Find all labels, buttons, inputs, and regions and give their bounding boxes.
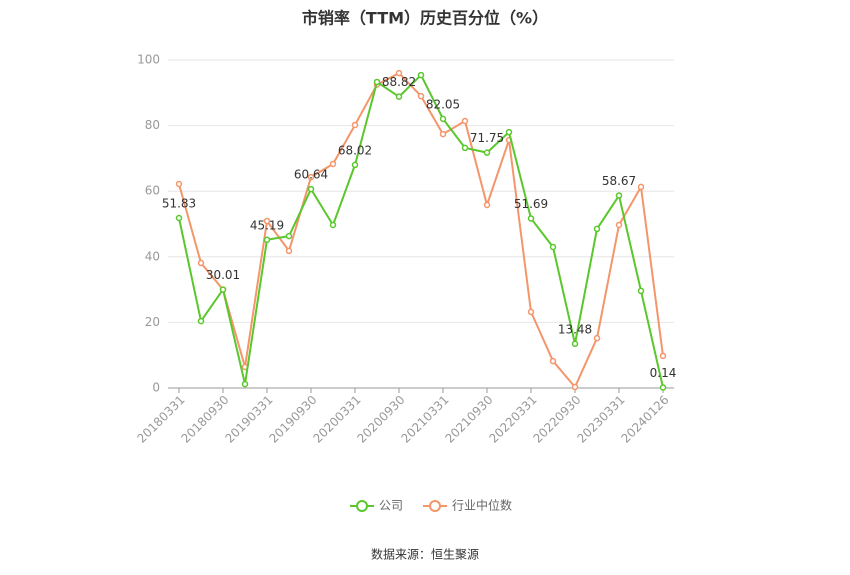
point xyxy=(219,286,227,293)
point xyxy=(307,173,315,181)
point xyxy=(505,128,513,136)
data-label: 88.82 xyxy=(382,75,416,89)
data-label: 0.14 xyxy=(650,366,677,380)
data-label: 13.48 xyxy=(558,322,592,336)
legend-marker xyxy=(429,500,442,512)
point xyxy=(263,217,271,225)
point xyxy=(395,69,403,77)
point xyxy=(263,236,271,244)
point xyxy=(307,185,315,193)
point xyxy=(285,247,293,255)
legend-label: 行业中位数 xyxy=(452,498,512,513)
point xyxy=(615,221,623,229)
point xyxy=(527,215,535,222)
y-tick-label: 100 xyxy=(137,53,160,67)
point xyxy=(351,121,359,129)
point xyxy=(417,71,425,79)
point xyxy=(483,149,491,156)
data-label: 51.83 xyxy=(162,196,196,210)
legend-label: 公司 xyxy=(379,499,403,513)
data-label: 58.67 xyxy=(602,174,636,188)
point xyxy=(439,130,447,138)
data-label: 68.02 xyxy=(338,143,372,157)
point xyxy=(461,117,469,125)
point xyxy=(373,78,381,86)
point xyxy=(175,180,183,188)
point xyxy=(197,317,205,325)
point xyxy=(395,93,403,100)
point xyxy=(329,160,337,168)
point xyxy=(593,334,601,342)
point xyxy=(637,183,645,191)
point xyxy=(285,232,293,240)
point xyxy=(571,340,579,348)
point xyxy=(439,115,447,123)
point xyxy=(483,201,491,209)
point xyxy=(329,221,337,229)
data-label: 71.75 xyxy=(470,131,504,145)
data-label: 51.69 xyxy=(514,197,548,211)
point xyxy=(461,144,469,152)
x-tick-label: 20240126 xyxy=(619,393,672,446)
y-tick-label: 20 xyxy=(145,315,160,329)
point xyxy=(527,308,535,316)
y-tick-label: 40 xyxy=(145,249,160,263)
data-label: 45.19 xyxy=(250,218,284,232)
point xyxy=(615,192,623,199)
data-label: 82.05 xyxy=(426,97,460,111)
chart-title: 市销率（TTM）历史百分位（%） xyxy=(302,9,548,28)
y-tick-label: 0 xyxy=(152,381,160,395)
data-label: 30.01 xyxy=(206,268,240,282)
point xyxy=(659,384,667,391)
source: 数据来源：恒生聚源 xyxy=(371,547,479,562)
point xyxy=(417,92,425,100)
point xyxy=(659,352,667,360)
point xyxy=(549,243,557,251)
point xyxy=(175,214,183,222)
point xyxy=(351,161,359,169)
y-tick-label: 60 xyxy=(145,184,160,198)
point xyxy=(549,357,557,365)
point xyxy=(637,287,645,295)
legend-marker xyxy=(356,500,368,512)
point xyxy=(241,380,249,388)
point xyxy=(197,259,205,267)
y-tick-label: 80 xyxy=(145,118,160,132)
point xyxy=(571,383,579,391)
point xyxy=(593,225,601,233)
data-label: 60.64 xyxy=(294,168,328,182)
